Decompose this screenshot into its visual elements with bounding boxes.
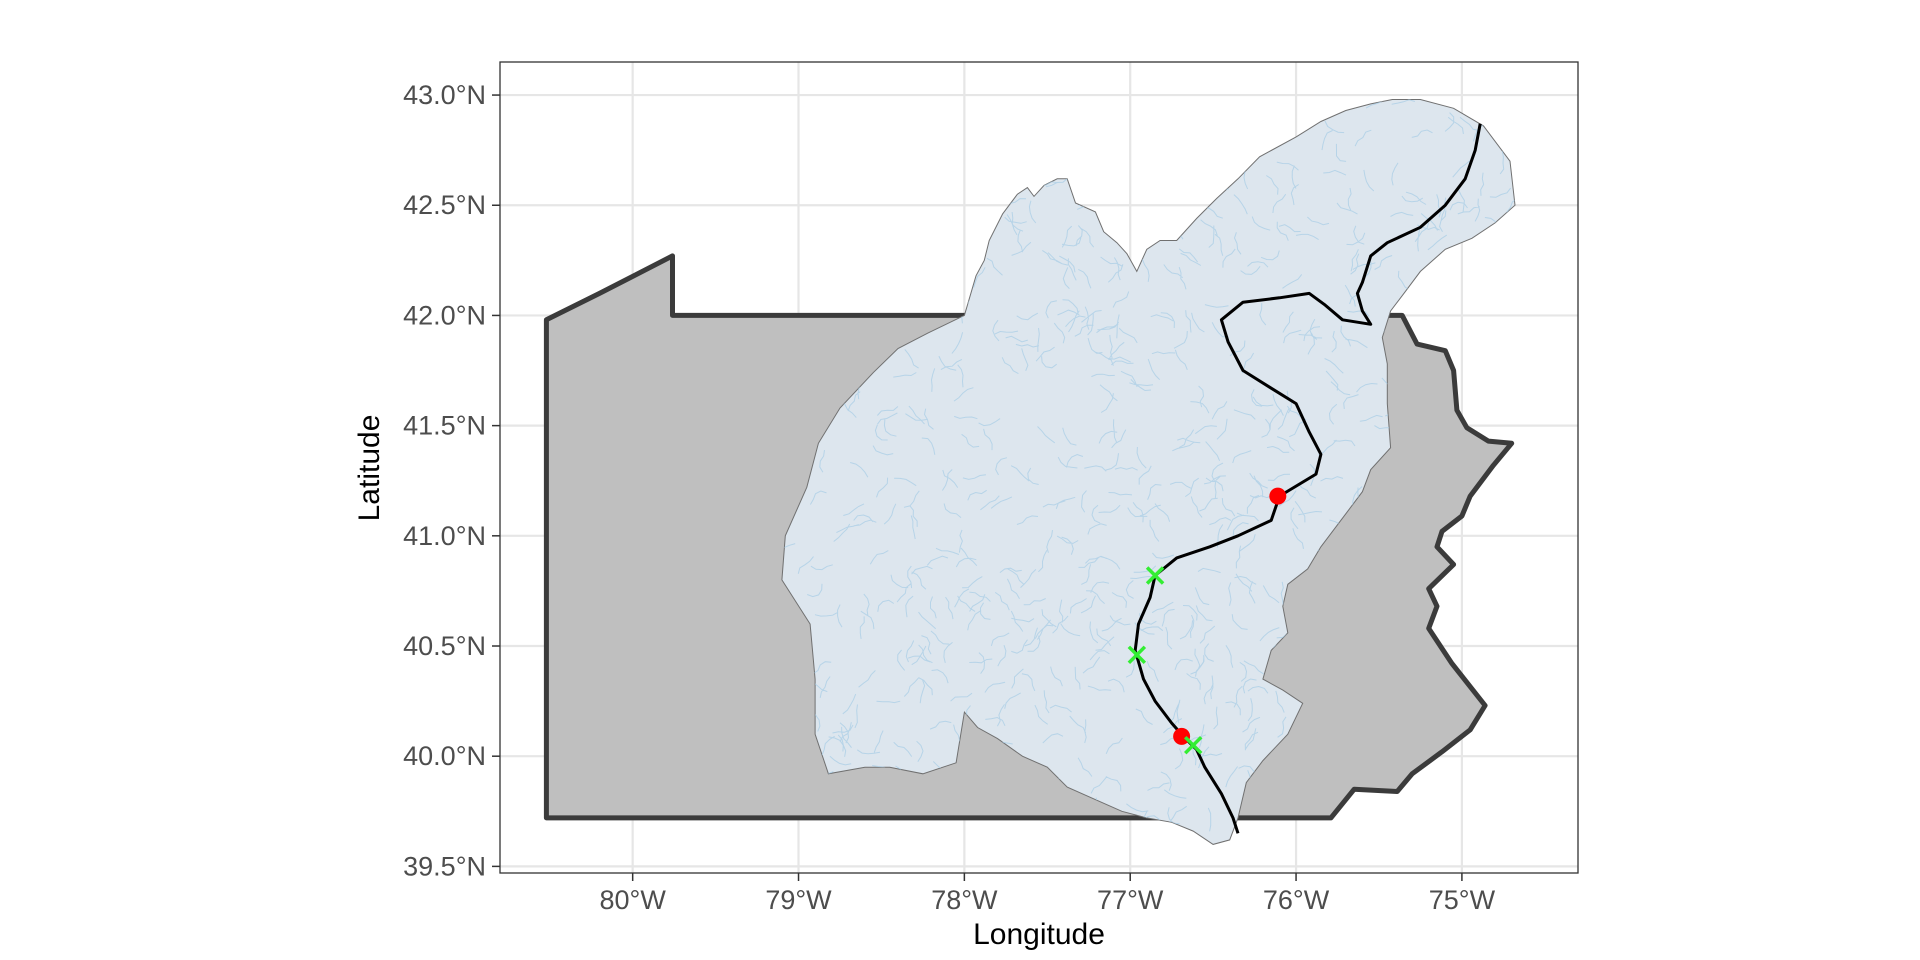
panel-border <box>499 61 1579 874</box>
green-site-marker <box>1145 566 1165 585</box>
x-axis: 80°W 79°W 78°W 77°W 76°W 75°W <box>600 873 1496 915</box>
red-site-marker <box>1269 487 1287 505</box>
main-river <box>1133 123 1482 834</box>
green-site-marker <box>1127 645 1147 665</box>
y-tick-label: 40.5°N <box>403 631 486 661</box>
x-tick-label: 76°W <box>1263 885 1330 915</box>
x-tick-label: 79°W <box>765 885 832 915</box>
x-tick-label: 75°W <box>1429 885 1496 915</box>
y-tick-label: 41.0°N <box>403 521 486 551</box>
x-tick-label: 78°W <box>931 885 998 915</box>
watershed-area <box>781 99 1516 845</box>
y-tick-label: 42.0°N <box>403 300 486 330</box>
y-tick-label: 39.5°N <box>403 851 486 881</box>
y-tick-label: 40.0°N <box>403 741 486 771</box>
y-tick-label: 41.5°N <box>403 411 486 441</box>
site-markers <box>1127 487 1287 755</box>
y-tick-label: 42.5°N <box>403 190 486 220</box>
y-tick-label: 43.0°N <box>403 80 486 110</box>
x-tick-label: 80°W <box>600 885 667 915</box>
green-site-marker <box>1184 735 1203 755</box>
y-axis: 43.0°N 42.5°N 42.0°N 41.5°N 41.0°N 40.5°N 40.0… <box>403 80 500 881</box>
red-site-marker <box>1173 727 1191 745</box>
y-axis-title: Latitude <box>353 415 386 522</box>
x-axis-title: Longitude <box>973 918 1105 951</box>
x-tick-label: 77°W <box>1097 885 1164 915</box>
